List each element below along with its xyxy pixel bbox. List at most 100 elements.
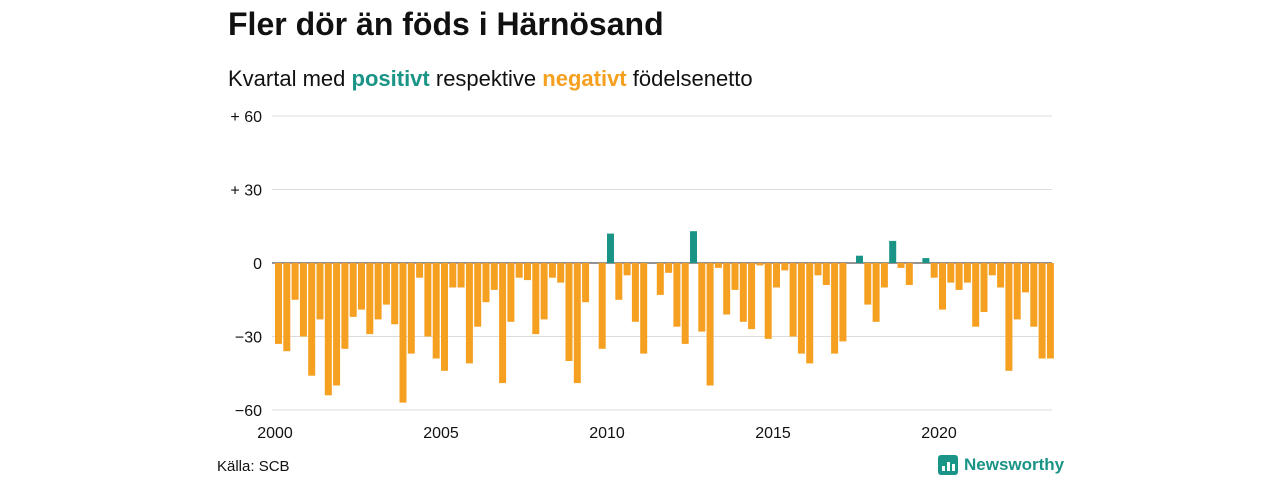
y-tick-label: −60 — [235, 403, 262, 420]
bar — [490, 263, 498, 290]
y-tick-label: −30 — [235, 330, 262, 347]
bar — [972, 263, 980, 327]
bar — [324, 263, 332, 396]
bar — [814, 263, 822, 276]
bar — [507, 263, 515, 322]
bar — [1046, 263, 1054, 359]
bar — [623, 263, 631, 276]
bar — [889, 240, 897, 263]
bar — [582, 263, 590, 303]
bar — [980, 263, 988, 312]
source-note: Källa: SCB — [217, 458, 290, 475]
bar — [822, 263, 830, 285]
bar — [333, 263, 341, 386]
bar — [341, 263, 349, 349]
bar — [607, 233, 614, 263]
y-tick-label: + 30 — [230, 183, 262, 200]
bar — [864, 263, 872, 305]
bar — [939, 263, 946, 310]
x-tick-label: 2010 — [589, 425, 625, 442]
bar — [698, 263, 706, 332]
bar — [681, 263, 689, 344]
bar — [955, 263, 963, 290]
bar — [441, 263, 448, 371]
bar — [374, 263, 382, 320]
bar — [856, 255, 863, 263]
bar — [806, 263, 814, 364]
bar — [424, 263, 432, 337]
bar — [997, 263, 1005, 288]
bar — [283, 263, 291, 352]
x-tick-label: 2020 — [921, 425, 957, 442]
bar — [773, 263, 780, 288]
bar — [631, 263, 639, 322]
bar — [457, 263, 465, 288]
subtitle-prefix: Kvartal med — [228, 66, 346, 91]
subtitle-suffix: födelsenetto — [632, 66, 753, 91]
bar — [1038, 263, 1046, 359]
bar — [449, 263, 457, 288]
bar — [565, 263, 573, 361]
bar — [988, 263, 996, 276]
bar — [316, 263, 324, 320]
bar — [1030, 263, 1038, 327]
bar — [781, 263, 789, 271]
bar — [615, 263, 623, 300]
bar — [524, 263, 531, 281]
bar — [349, 263, 357, 317]
subtitle-middle: respektive — [435, 66, 537, 91]
bar — [416, 263, 424, 278]
bar — [557, 263, 565, 283]
bar — [540, 263, 548, 320]
bar — [299, 263, 307, 337]
subtitle-positive-word: positivt — [351, 66, 430, 91]
bar — [665, 263, 673, 273]
bar — [515, 263, 523, 278]
bars — [275, 231, 1054, 403]
bar — [739, 263, 747, 322]
x-axis-labels: 2000 2005 2010 2015 2020 — [257, 425, 957, 442]
bar — [797, 263, 805, 354]
bar — [499, 263, 507, 384]
bar — [275, 263, 282, 344]
bar — [407, 263, 415, 354]
x-tick-label: 2000 — [257, 425, 293, 442]
bar — [756, 263, 764, 266]
bar — [382, 263, 390, 305]
bar — [391, 263, 399, 325]
bar — [673, 263, 681, 327]
x-tick-label: 2005 — [423, 425, 459, 442]
chart-title: Fler dör än föds i Härnösand — [228, 6, 664, 42]
bar — [640, 263, 648, 354]
bar — [839, 263, 847, 342]
subtitle-negative-word: negativt — [542, 66, 627, 91]
bar — [656, 263, 664, 295]
bar — [291, 263, 299, 300]
bar — [963, 263, 971, 283]
bar — [930, 263, 938, 278]
bar — [573, 263, 581, 384]
bar — [308, 263, 316, 376]
bar — [1022, 263, 1029, 293]
bar — [872, 263, 880, 322]
bar — [399, 263, 407, 403]
bar — [1013, 263, 1021, 320]
bar — [706, 263, 714, 386]
newsworthy-logo-icon — [938, 455, 958, 475]
bar — [723, 263, 731, 315]
y-axis-labels: + 60 + 30 0 −30 −60 — [230, 109, 262, 420]
bar — [922, 258, 930, 263]
bar — [482, 263, 490, 303]
bar — [764, 263, 772, 339]
bar — [474, 263, 482, 327]
x-tick-label: 2015 — [755, 425, 791, 442]
bar — [366, 263, 374, 335]
bar — [748, 263, 756, 330]
bar — [714, 263, 722, 268]
bar — [690, 231, 697, 263]
bar — [598, 263, 606, 349]
y-tick-label: + 60 — [230, 109, 262, 126]
brand: Newsworthy — [938, 455, 1064, 475]
bar — [532, 263, 540, 335]
